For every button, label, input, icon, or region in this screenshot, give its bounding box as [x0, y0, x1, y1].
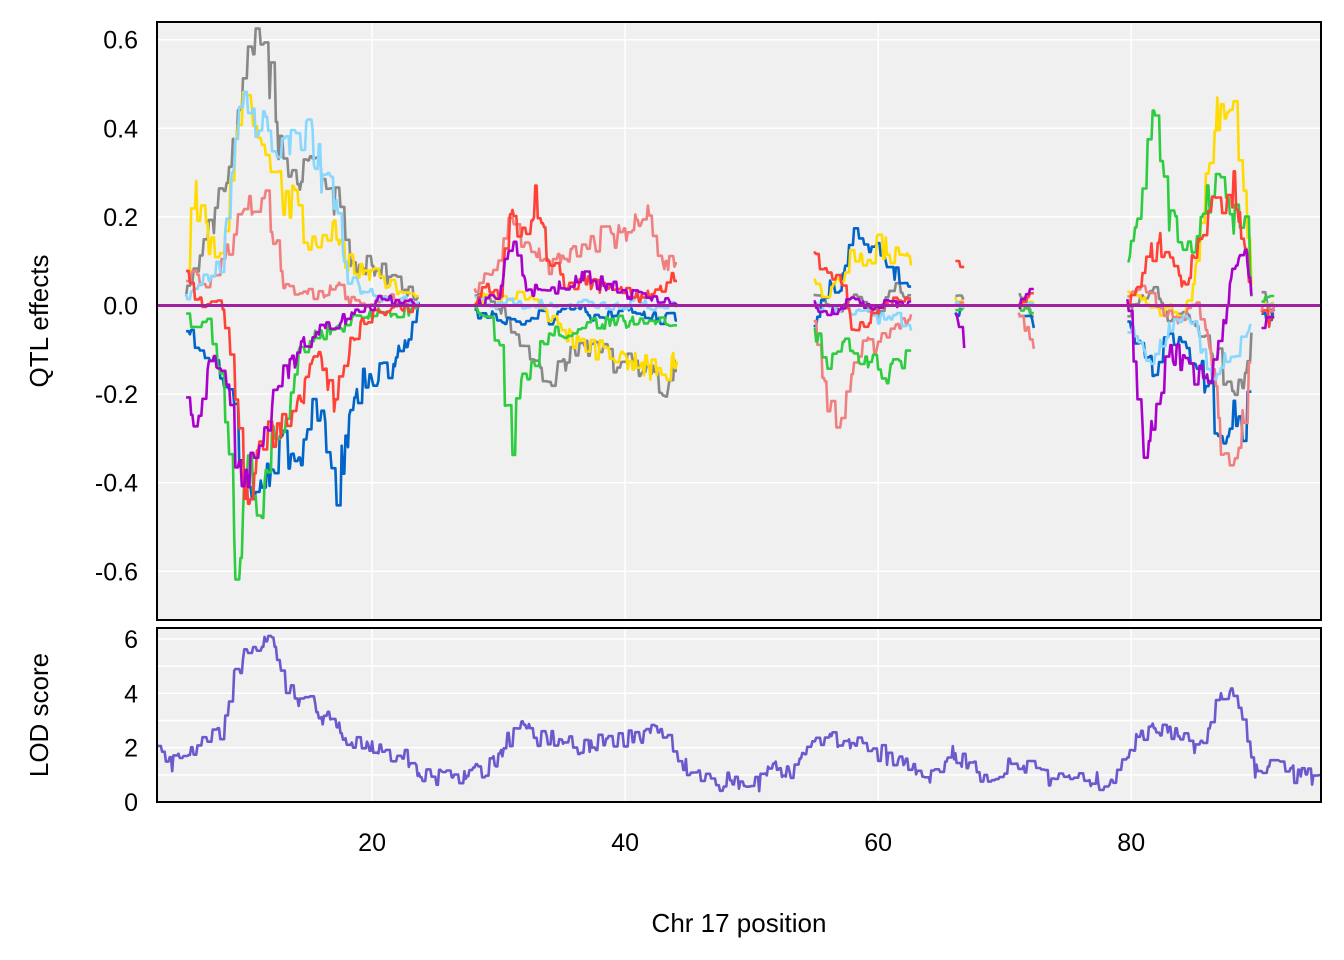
- effects-series-segment: [813, 227, 912, 328]
- effects-series-segment: [186, 294, 419, 489]
- effects-y-axis-title: QTL effects: [24, 255, 54, 388]
- effects-y-tick-label: 0.4: [103, 115, 138, 143]
- effects-series-segment: [1127, 284, 1252, 467]
- effects-series-segment: [813, 327, 912, 385]
- effects-series-segment: [473, 306, 678, 457]
- effects-y-tick-label: 0.2: [103, 204, 138, 232]
- effects-y-tick-label: -0.4: [95, 470, 138, 498]
- effects-series-segment: [1018, 304, 1034, 315]
- effects-series-segment: [813, 296, 912, 317]
- x-axis-title: Chr 17 position: [652, 908, 827, 938]
- lod-y-tick-label: 6: [124, 626, 138, 654]
- effects-y-tick-label: 0.6: [103, 27, 138, 55]
- effects-series-segment: [1127, 314, 1252, 381]
- effects-y-ticks: -0.6 -0.4 -0.2 0.0 0.2 0.4 0.6: [95, 27, 138, 587]
- effects-panel: -0.6 -0.4 -0.2 0.0 0.2 0.4 0.6 QTL effects: [24, 21, 1322, 621]
- effects-series-segment: [1018, 287, 1034, 310]
- effects-series-segment: [1261, 294, 1275, 303]
- effects-series-segment: [473, 184, 678, 308]
- effects-grid: [157, 22, 1321, 620]
- effects-series-segment: [1261, 315, 1275, 330]
- effects-series-segment: [1127, 109, 1253, 297]
- lod-y-axis-title: LOD score: [24, 653, 54, 777]
- effects-series-segment: [813, 251, 912, 332]
- lod-plot-background: [157, 628, 1321, 802]
- effects-series-segment: [186, 269, 420, 506]
- lod-y-tick-label: 0: [124, 789, 138, 817]
- effects-series-segment: [1017, 312, 1036, 349]
- x-tick-label: 20: [358, 829, 386, 857]
- lod-lines: [157, 634, 1321, 793]
- effects-y-tick-label: 0.0: [103, 292, 138, 320]
- lod-y-tick-label: 2: [124, 735, 138, 763]
- lod-series: [157, 634, 1321, 793]
- effects-series-segment: [813, 313, 913, 429]
- effects-series-segment: [1127, 285, 1253, 397]
- effects-series-segment: [955, 312, 966, 349]
- lod-plot-border: [156, 627, 1322, 803]
- effects-series: [186, 240, 1275, 489]
- effects-series-segment: [813, 233, 913, 299]
- lod-grid: [157, 628, 1321, 802]
- x-tick-label: 60: [864, 829, 892, 857]
- x-tick-label: 80: [1117, 829, 1145, 857]
- effects-series-segment: [955, 259, 965, 269]
- effects-series-segment: [184, 90, 419, 309]
- lod-panel: 0 2 4 6 20 40 60 80 LOD score: [24, 626, 1322, 857]
- lod-y-ticks: 0 2 4 6: [124, 626, 138, 817]
- effects-y-tick-label: -0.6: [95, 558, 138, 586]
- lod-y-tick-label: 4: [124, 680, 138, 708]
- effects-plot-border: [156, 21, 1322, 621]
- effects-plot-background: [157, 22, 1321, 620]
- effects-lines: [157, 27, 1321, 581]
- effects-series: [186, 170, 1275, 506]
- effects-series-segment: [955, 294, 965, 300]
- x-ticks: 20 40 60 80: [358, 829, 1145, 857]
- effects-series-segment: [813, 302, 913, 331]
- effects-series-segment: [474, 240, 679, 308]
- effects-series-segment: [473, 204, 678, 294]
- effects-series-segment: [1126, 248, 1253, 460]
- x-tick-label: 40: [611, 829, 639, 857]
- effects-series-segment: [1127, 320, 1252, 445]
- effects-series-segment: [1126, 170, 1252, 308]
- effects-y-tick-label: -0.2: [95, 381, 138, 409]
